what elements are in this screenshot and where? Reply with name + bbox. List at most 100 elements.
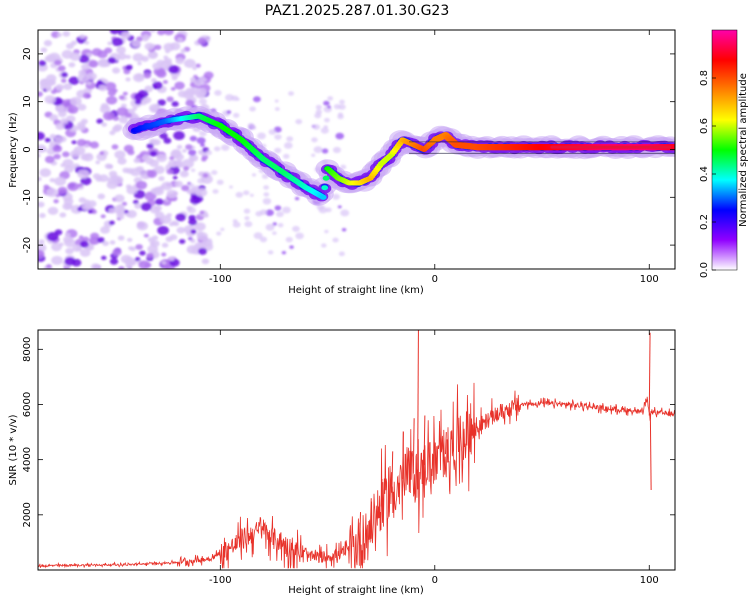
noise-blob — [187, 206, 196, 214]
colorbar-tick-label: 0.4 — [699, 166, 710, 182]
noise-blob — [117, 235, 125, 241]
noise-blob — [114, 150, 126, 159]
noise-blob — [97, 193, 106, 200]
noise-blob — [220, 227, 225, 231]
noise-blob — [131, 40, 141, 48]
noise-blob — [80, 153, 90, 161]
noise-blob — [151, 78, 157, 83]
snr-line — [38, 382, 675, 569]
noise-blob — [58, 110, 67, 118]
noise-blob — [166, 168, 174, 175]
snr-plot-area — [38, 330, 675, 570]
noise-blob — [165, 49, 170, 54]
noise-blob — [99, 151, 105, 155]
noise-blob — [103, 111, 115, 121]
noise-blob — [77, 73, 90, 83]
noise-blob — [168, 256, 175, 262]
noise-blob — [98, 174, 109, 182]
noise-blob — [111, 144, 119, 150]
noise-blob — [235, 191, 244, 198]
noise-blob — [54, 59, 62, 66]
noise-blob — [125, 262, 133, 269]
noise-blob — [187, 236, 193, 241]
noise-blob — [113, 205, 125, 214]
noise-blob — [272, 231, 277, 235]
noise-blob — [315, 104, 322, 110]
snr-xlabel: Height of straight line (km) — [288, 585, 424, 596]
noise-blob — [83, 144, 89, 148]
noise-blob — [171, 101, 179, 107]
noise-blob — [256, 132, 266, 140]
noise-blob — [124, 112, 132, 118]
noise-blob — [65, 247, 74, 255]
ridge-peak — [666, 145, 671, 149]
spectrogram-ylabel: Frequency (Hz) — [8, 112, 19, 188]
noise-blob — [57, 65, 66, 72]
noise-blob — [122, 167, 130, 174]
noise-blob — [84, 40, 90, 45]
snr-frame — [37, 329, 676, 571]
noise-blob — [311, 137, 318, 143]
snr-panel: -100 0 100 2000 4000 6000 8000 Height of strai… — [8, 329, 676, 596]
noise-blob — [102, 240, 109, 247]
noise-blob — [79, 248, 91, 257]
noise-blob — [118, 116, 129, 124]
noise-blob — [38, 144, 47, 153]
noise-blob — [136, 221, 149, 231]
noise-blob — [39, 168, 52, 178]
noise-blob — [161, 242, 169, 248]
noise-blob — [38, 239, 45, 244]
colorbar: 0.0 0.2 0.4 0.6 0.8 Normalized spectral ampl… — [699, 29, 749, 278]
noise-blob — [110, 174, 119, 181]
noise-blob — [38, 91, 43, 97]
noise-blob — [120, 103, 127, 109]
noise-blob — [214, 90, 222, 96]
noise-blob — [106, 96, 118, 105]
snr-spike — [445, 432, 447, 455]
noise-blob — [144, 42, 154, 51]
noise-blob — [149, 30, 156, 33]
spectrogram-ytick-label: 20 — [22, 48, 33, 61]
noise-blob — [103, 79, 109, 84]
noise-blob — [100, 226, 111, 234]
noise-blob — [98, 84, 107, 92]
noise-blob — [281, 250, 287, 255]
noise-blob — [54, 176, 67, 186]
noise-blob — [143, 72, 152, 79]
noise-blob — [274, 99, 279, 103]
noise-blob — [327, 105, 332, 109]
snr-spike — [380, 478, 383, 507]
noise-blob — [272, 222, 277, 226]
noise-blob — [53, 153, 61, 160]
noise-blob — [249, 193, 254, 197]
noise-blob — [211, 170, 218, 175]
noise-blob — [56, 33, 62, 38]
noise-blob — [44, 95, 56, 104]
noise-blob — [196, 243, 201, 247]
noise-blob — [46, 188, 58, 198]
snr-xtick-label: -100 — [209, 575, 232, 586]
noise-blob — [196, 137, 206, 145]
noise-blob — [81, 203, 91, 211]
noise-blob — [107, 57, 116, 64]
noise-blob — [185, 99, 195, 107]
noise-blob — [199, 210, 205, 215]
noise-blob — [244, 221, 253, 228]
colorbar-gradient — [711, 29, 738, 271]
noise-blob — [53, 199, 59, 204]
noise-blob — [86, 81, 92, 86]
noise-blob — [168, 159, 179, 168]
noise-blob — [139, 250, 146, 256]
chart-title: PAZ1.2025.287.01.30.G23 — [265, 3, 450, 19]
noise-blob — [229, 185, 233, 189]
snr-spike — [391, 451, 394, 493]
noise-blob — [174, 81, 185, 90]
noise-blob — [213, 146, 221, 152]
noise-blob — [259, 236, 268, 243]
noise-blob — [312, 124, 321, 130]
noise-blob — [182, 148, 187, 153]
noise-blob — [135, 166, 143, 172]
noise-blob — [117, 52, 127, 60]
noise-blob — [69, 96, 82, 106]
